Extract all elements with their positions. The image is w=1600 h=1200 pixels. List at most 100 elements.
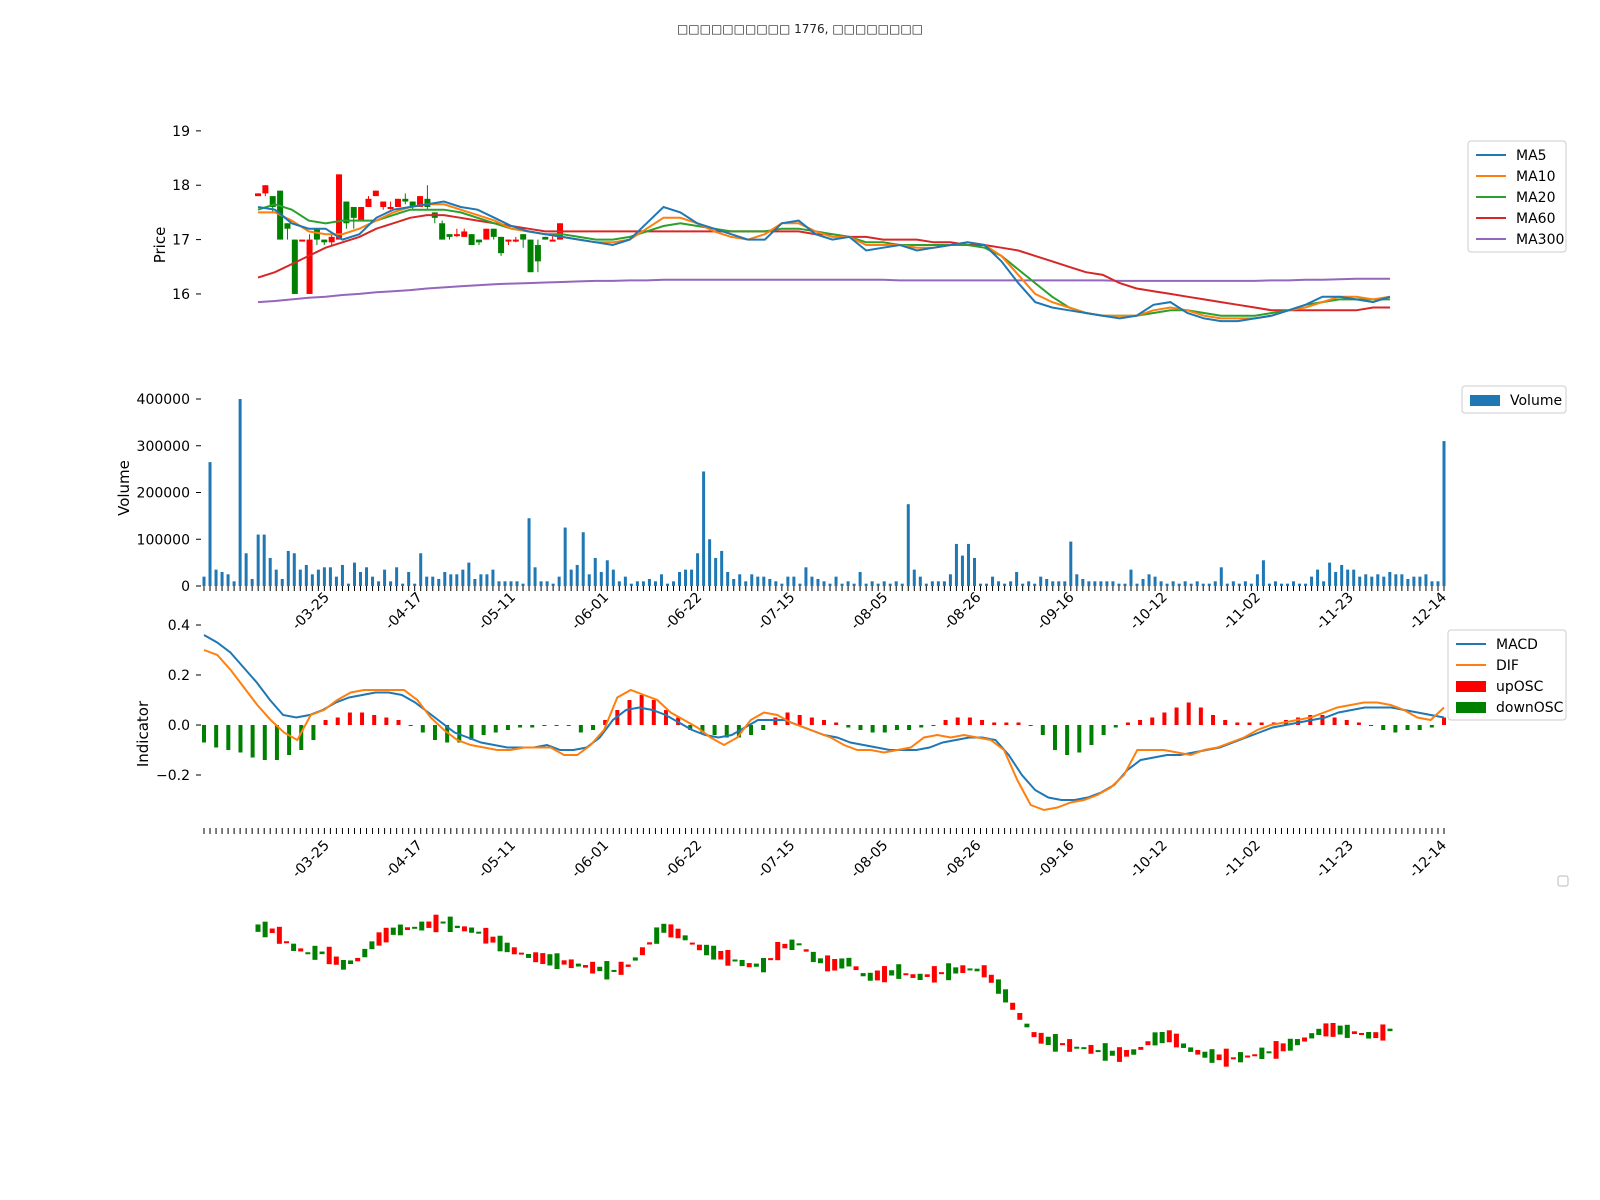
volume-bar bbox=[1243, 581, 1247, 586]
bottom-candle-body bbox=[269, 928, 275, 934]
volume-bar bbox=[738, 574, 742, 586]
volume-bar bbox=[942, 581, 946, 586]
volume-xtick-label: -03-25 bbox=[289, 590, 333, 634]
bottom-candle-body bbox=[625, 964, 631, 967]
ma10-line bbox=[258, 203, 1391, 320]
volume-ylabel: Volume bbox=[115, 460, 133, 516]
volume-bar bbox=[930, 581, 934, 586]
downosc-bar bbox=[894, 725, 899, 730]
volume-bar bbox=[1430, 581, 1434, 586]
volume-bar bbox=[744, 581, 748, 586]
bottom-candle-body bbox=[405, 927, 411, 930]
downosc-bar bbox=[761, 725, 766, 730]
volume-bar bbox=[659, 574, 663, 586]
bottom-candle-body bbox=[340, 959, 346, 970]
indicator-xtick-label: -08-05 bbox=[848, 838, 892, 882]
indicator-ytick-label: 0.4 bbox=[168, 618, 190, 634]
price-candle-body bbox=[409, 201, 416, 207]
volume-bar bbox=[413, 583, 417, 586]
volume-bar bbox=[419, 553, 423, 586]
bottom-candle-body bbox=[967, 968, 973, 971]
volume-bar bbox=[1255, 574, 1259, 586]
price-candle-body bbox=[527, 239, 534, 273]
downosc-bar bbox=[530, 725, 535, 728]
volume-bar bbox=[1364, 574, 1368, 586]
volume-bar bbox=[214, 569, 218, 586]
legend-label-macd: MACD bbox=[1496, 637, 1538, 653]
bottom-candle-body bbox=[825, 955, 831, 972]
bottom-candle-body bbox=[910, 974, 916, 978]
volume-bar bbox=[647, 578, 651, 586]
downosc-bar bbox=[591, 725, 596, 730]
volume-bar bbox=[461, 569, 465, 586]
bottom-candle-body bbox=[1188, 1047, 1194, 1052]
price-candle-body bbox=[328, 236, 335, 243]
volume-bar bbox=[533, 567, 537, 586]
volume-bar bbox=[1358, 576, 1362, 586]
legend-label-ma300: MA300 bbox=[1516, 232, 1564, 248]
volume-bar bbox=[1087, 581, 1091, 586]
price-candle-body bbox=[306, 239, 313, 294]
bottom-candle-body bbox=[889, 970, 895, 976]
volume-bar bbox=[611, 569, 615, 586]
volume-bar bbox=[1267, 583, 1271, 586]
bottom-candle-body bbox=[924, 974, 930, 977]
volume-bar bbox=[1075, 574, 1079, 586]
volume-bar bbox=[1231, 581, 1235, 586]
bottom-candle-body bbox=[355, 957, 361, 962]
downosc-bar bbox=[919, 725, 924, 728]
volume-bar bbox=[888, 583, 892, 586]
bottom-candle-body bbox=[782, 943, 788, 949]
legend-label-ma60: MA60 bbox=[1516, 211, 1555, 227]
volume-bar bbox=[665, 583, 669, 586]
uposc-bar bbox=[967, 717, 972, 725]
bottom-candle-body bbox=[632, 957, 638, 961]
volume-ytick-label: 200000 bbox=[137, 486, 190, 502]
downosc-bar bbox=[262, 725, 267, 760]
bottom-candle-body bbox=[1017, 1012, 1023, 1020]
bottom-candle-body bbox=[611, 969, 617, 972]
bottom-candle-body bbox=[668, 924, 674, 938]
downosc-bar bbox=[1429, 725, 1434, 728]
volume-bar bbox=[629, 583, 633, 586]
indicator-xtick-label: -07-15 bbox=[755, 838, 799, 882]
volume-bar bbox=[678, 571, 682, 586]
volume-bar bbox=[810, 576, 814, 586]
downosc-bar bbox=[445, 725, 450, 743]
volume-bar bbox=[672, 581, 676, 586]
volume-bar bbox=[991, 576, 995, 586]
volume-bar bbox=[220, 571, 224, 586]
indicator-xtick-label: -09-16 bbox=[1034, 837, 1078, 881]
volume-bar bbox=[515, 581, 519, 586]
volume-bar bbox=[1225, 583, 1229, 586]
uposc-bar bbox=[1259, 722, 1264, 725]
uposc-bar bbox=[396, 720, 401, 725]
bottom-candle-body bbox=[1359, 1032, 1365, 1036]
volume-bar bbox=[1334, 571, 1338, 586]
price-candle-body bbox=[358, 206, 365, 221]
volume-bar bbox=[756, 576, 760, 586]
price-candle-body bbox=[313, 228, 320, 240]
bottom-candle-body bbox=[1202, 1051, 1208, 1058]
volume-bar bbox=[918, 576, 922, 586]
volume-xtick-label: -06-22 bbox=[662, 590, 706, 634]
downosc-bar bbox=[882, 725, 887, 733]
price-candle-body bbox=[520, 234, 527, 240]
volume-bar bbox=[509, 581, 513, 586]
bottom-candle-body bbox=[440, 921, 446, 924]
uposc-bar bbox=[1356, 722, 1361, 725]
bottom-candle-body bbox=[526, 953, 532, 958]
uposc-bar bbox=[1320, 715, 1325, 725]
price-candle-body bbox=[365, 198, 372, 207]
bottom-candle-body bbox=[397, 924, 403, 936]
bottom-candle-body bbox=[739, 959, 745, 967]
bottom-candle-body bbox=[504, 942, 510, 953]
volume-bar bbox=[244, 553, 248, 586]
uposc-bar bbox=[931, 725, 936, 726]
volume-bar bbox=[1111, 581, 1115, 586]
volume-bar bbox=[1003, 583, 1007, 586]
volume-bar bbox=[1093, 581, 1097, 586]
downosc-bar bbox=[700, 725, 705, 733]
uposc-bar bbox=[822, 720, 826, 725]
